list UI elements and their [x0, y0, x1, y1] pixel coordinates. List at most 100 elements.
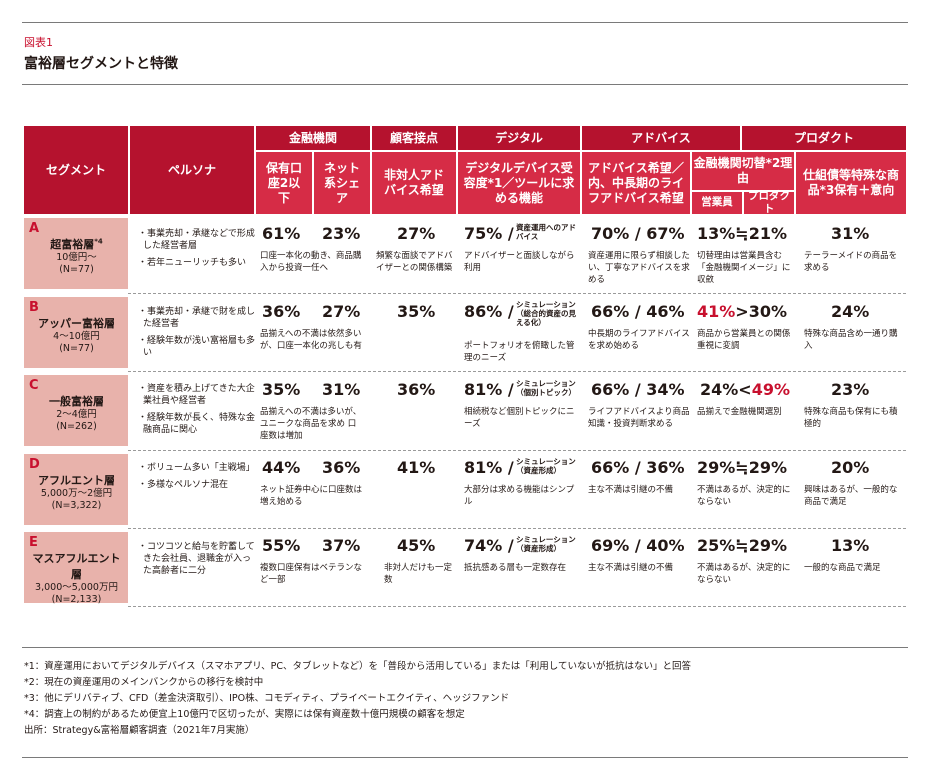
digital-function: シミュレーション（資産形成）	[516, 535, 576, 553]
note-non-face: 非対人だけも一定数	[384, 563, 453, 585]
segment-n: (N=2,133)	[51, 594, 102, 605]
row-divider	[128, 528, 906, 529]
figure-label: 図表1	[24, 36, 53, 49]
digital-function: 資産運用へのアドバイス	[516, 223, 576, 241]
footnote-3: *3：他にデリバティブ、CFD（差金決済取引）、IPO株、コモディティ、プライベ…	[24, 693, 510, 704]
note-switch: 商品から営業員との関係重視に変調	[697, 329, 791, 351]
figure-title: 富裕層セグメントと特徴	[24, 56, 178, 72]
title-rule	[22, 84, 908, 85]
value-switch: 29%≒29%	[697, 458, 787, 477]
value-digital: 74% /	[464, 536, 514, 555]
value-non-face: 41%	[397, 458, 436, 477]
segment-e: E マスアフルエント層 3,000〜5,000万円 (N=2,133)	[24, 532, 128, 605]
note-digital: ポートフォリオを俯瞰した管理のニーズ	[464, 341, 575, 363]
segment-range: 2〜4億円	[56, 409, 97, 420]
note-digital: 大部分は求める機能はシンプル	[464, 485, 575, 507]
value-advice: 70% / 67%	[591, 224, 685, 243]
segment-c: C 一般富裕層 2〜4億円 (N=262)	[24, 375, 128, 446]
segment-name: アッパー富裕層	[38, 317, 115, 330]
value-net-share: 37%	[322, 536, 361, 555]
segment-a: A 超富裕層*4 10億円〜 (N=77)	[24, 218, 128, 289]
note-non-face: 頻繁な面談でアドバイザーとの関係構築	[376, 251, 453, 273]
header-group-advice: アドバイス	[582, 126, 740, 150]
header-col-accounts: 保有口座2以下	[256, 152, 312, 214]
segment-name: アフルエント層	[38, 474, 115, 487]
bottom-rule	[22, 757, 908, 758]
segment-range: 4〜10億円	[53, 331, 100, 342]
value-switch: 41%>30%	[697, 302, 787, 321]
header-group-product: プロダクト	[742, 126, 906, 150]
note-special: 特殊な商品も保有にも積極的	[804, 407, 898, 429]
value-digital: 86% /	[464, 302, 514, 321]
value-non-face: 35%	[397, 302, 436, 321]
value-net-share: 36%	[322, 458, 361, 477]
footnote-2: *2：現在の資産運用のメインバンクからの移行を検討中	[24, 677, 264, 688]
segment-range: 5,000万〜2億円	[40, 488, 113, 499]
value-special: 20%	[831, 458, 870, 477]
value-advice: 66% / 36%	[591, 458, 685, 477]
persona-a: ・事業売却・承継などで形成した経営者層 ・若年ニューリッチも多い	[138, 229, 255, 268]
segment-b: B アッパー富裕層 4〜10億円 (N=77)	[24, 297, 128, 368]
header-group-contact: 顧客接点	[372, 126, 456, 150]
header-persona: ペルソナ	[130, 126, 254, 214]
note-switch: 品揃えで金融機関選別	[697, 407, 782, 417]
row-divider	[128, 450, 906, 451]
digital-function: シミュレーション（個別トピック）	[516, 379, 576, 397]
value-digital: 81% /	[464, 380, 514, 399]
note-accounts: 口座一本化の動き、商品購入から投資一任へ	[260, 251, 362, 273]
value-non-face: 45%	[397, 536, 436, 555]
value-special: 31%	[831, 224, 870, 243]
segment-letter: E	[29, 535, 38, 550]
note-accounts: 品揃えへの不満は依然多いが、口座一本化の兆しも有	[260, 329, 362, 351]
note-digital: 抵抗感ある層も一定数存在	[464, 563, 567, 573]
value-switch: 24%<49%	[700, 380, 790, 399]
segment-d: D アフルエント層 5,000万〜2億円 (N=3,322)	[24, 454, 128, 525]
header-col-advice: アドバイス希望／内、中長期のライフアドバイス希望	[582, 152, 690, 214]
note-advice: 資産運用に限らず相談したい、丁寧なアドバイスを求める	[588, 251, 690, 285]
value-special: 23%	[831, 380, 870, 399]
persona-c: ・資産を積み上げてきた大企業社員や経営者 ・経験年数が長く、特殊な金融商品に関心	[138, 384, 256, 435]
header-segment: セグメント	[24, 126, 128, 214]
segment-letter: D	[29, 457, 40, 472]
note-switch: 不満はあるが、決定的にならない	[697, 563, 791, 585]
header-col-switch-sales: 営業員	[692, 192, 742, 214]
persona-e: ・コツコツと給与を貯蓄してきた会社員、退職金が入った高齢者に二分	[138, 542, 255, 576]
note-special: 興味はあるが、一般的な商品で満足	[804, 485, 898, 507]
note-switch: 不満はあるが、決定的にならない	[697, 485, 791, 507]
note-accounts: 複数口座保有はベテランなど一部	[260, 563, 363, 585]
note-digital: アドバイザーと面談しながら利用	[464, 251, 575, 273]
note-accounts: 品揃えへの不満は多いが、ユニークな商品を求め 口座数は増加	[260, 407, 362, 441]
value-non-face: 36%	[397, 380, 436, 399]
value-accounts: 55%	[262, 536, 301, 555]
note-advice: 中長期のライフアドバイスを求め始める	[588, 329, 690, 351]
value-accounts: 35%	[262, 380, 301, 399]
row-divider	[128, 606, 906, 607]
note-advice: 主な不満は引継の不備	[588, 563, 674, 573]
note-advice: ライフアドバイスより商品知識・投資判断求める	[588, 407, 690, 429]
note-switch: 切替理由は営業員含む「金融機関イメージ」に収斂	[697, 251, 791, 285]
value-switch: 13%≒21%	[697, 224, 787, 243]
row-divider	[128, 371, 906, 372]
value-switch: 25%≒29%	[697, 536, 787, 555]
header-col-special: 仕組債等特殊な商品*3保有＋意向	[796, 152, 906, 214]
header-col-non-face: 非対人アドバイス希望	[372, 152, 456, 214]
footnote-4: *4：調査上の制約があるため便宜上10億円で区切ったが、実際には保有資産数十億円…	[24, 709, 465, 720]
footnote-1: *1：資産運用においてデジタルデバイス（スマホアプリ、PC、タブレットなど）を「…	[24, 661, 691, 672]
note-special: 特殊な商品含め一通り購入	[804, 329, 898, 351]
segment-name: 一般富裕層	[49, 395, 104, 408]
value-net-share: 31%	[322, 380, 361, 399]
persona-b: ・事業売却・承継で財を成した経営者 ・経験年数が浅い富裕層も多い	[138, 307, 256, 358]
value-advice: 69% / 40%	[591, 536, 685, 555]
note-special: テーラーメイドの商品を求める	[804, 251, 898, 273]
header-col-net-share: ネット系シェア	[314, 152, 370, 214]
value-non-face: 27%	[397, 224, 436, 243]
header-col-switch: 金融機関切替*2理由	[692, 152, 794, 190]
segment-n: (N=77)	[59, 343, 94, 354]
value-accounts: 36%	[262, 302, 301, 321]
segment-name: マスアフルエント層	[32, 552, 121, 581]
footnote-rule	[22, 647, 908, 648]
value-digital: 75% /	[464, 224, 514, 243]
value-accounts: 61%	[262, 224, 301, 243]
segment-letter: A	[29, 221, 40, 236]
note-advice: 主な不満は引継の不備	[588, 485, 674, 495]
